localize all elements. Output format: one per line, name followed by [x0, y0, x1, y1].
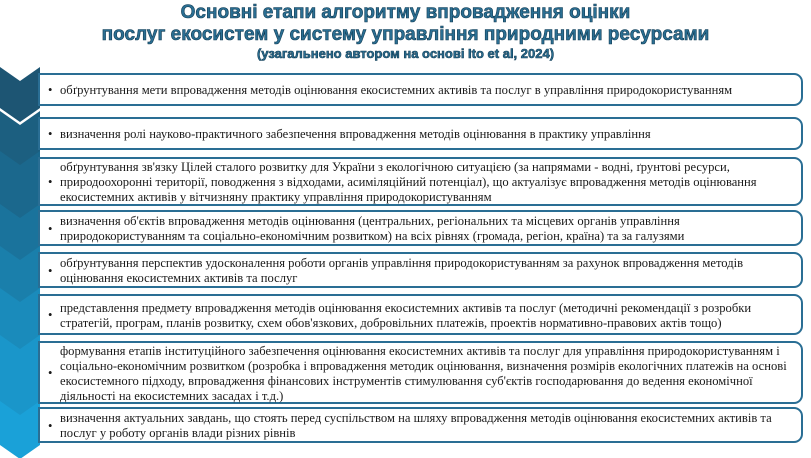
step-box-8: • визначення актуальних завдань, що стоят… [38, 407, 803, 443]
step-text: визначення об'єктів впровадження методів… [60, 214, 685, 243]
diagram-title-line1: Основні етапи алгоритму впровадження оці… [180, 2, 631, 24]
bullet: • [48, 418, 53, 433]
step-text: визначення актуальних завдань, що стоять… [60, 411, 772, 440]
diagram-subtitle: (узагальнено автором на основі Ito et al… [256, 46, 555, 62]
step-text: обґрунтування перспектив удосконалення р… [60, 256, 744, 285]
step-text: формування етапів інституційного забезпе… [60, 343, 787, 403]
bullet: • [48, 263, 53, 278]
bullet: • [48, 83, 53, 97]
chevron-arrow-6 [0, 288, 40, 351]
step-text: обґрунтування зв'язку Цілей сталого розв… [60, 160, 757, 204]
step-box-2: • визначення ролі науково-практичного заб… [38, 117, 803, 150]
bullet: • [48, 175, 53, 189]
chevron-arrow-3 [0, 151, 40, 222]
chevron-arrow-4 [0, 204, 40, 262]
chevron-arrow-2 [0, 111, 40, 166]
step-box-1: • обґрунтування мети впровадження методів… [38, 73, 803, 106]
chevron-arrow-5 [0, 246, 40, 304]
step-box-7: • формування етапів інституційного забезп… [38, 341, 803, 404]
step-box-5: • обґрунтування перспектив удосконалення … [38, 252, 803, 288]
step-box-3: • обґрунтування зв'язку Цілей сталого роз… [38, 157, 803, 206]
bullet: • [48, 221, 53, 236]
step-text: представлення предмету впровадження мето… [60, 300, 752, 330]
step-text: визначення ролі науково-практичного забе… [60, 127, 651, 141]
bullet: • [48, 127, 53, 141]
step-box-6: • представлення предмету впровадження мет… [38, 294, 803, 335]
step-box-4: • визначення об'єктів впровадження методі… [38, 210, 803, 246]
bullet: • [48, 308, 53, 322]
chevron-arrow-1 [0, 67, 40, 122]
chevron-arrow-8 [0, 401, 40, 458]
step-text: обґрунтування мети впровадження методів … [60, 83, 733, 97]
bullet: • [48, 366, 53, 380]
diagram-title-line2: послуг екосистем у систему управління пр… [101, 24, 710, 46]
chevron-arrow-7 [0, 335, 40, 420]
